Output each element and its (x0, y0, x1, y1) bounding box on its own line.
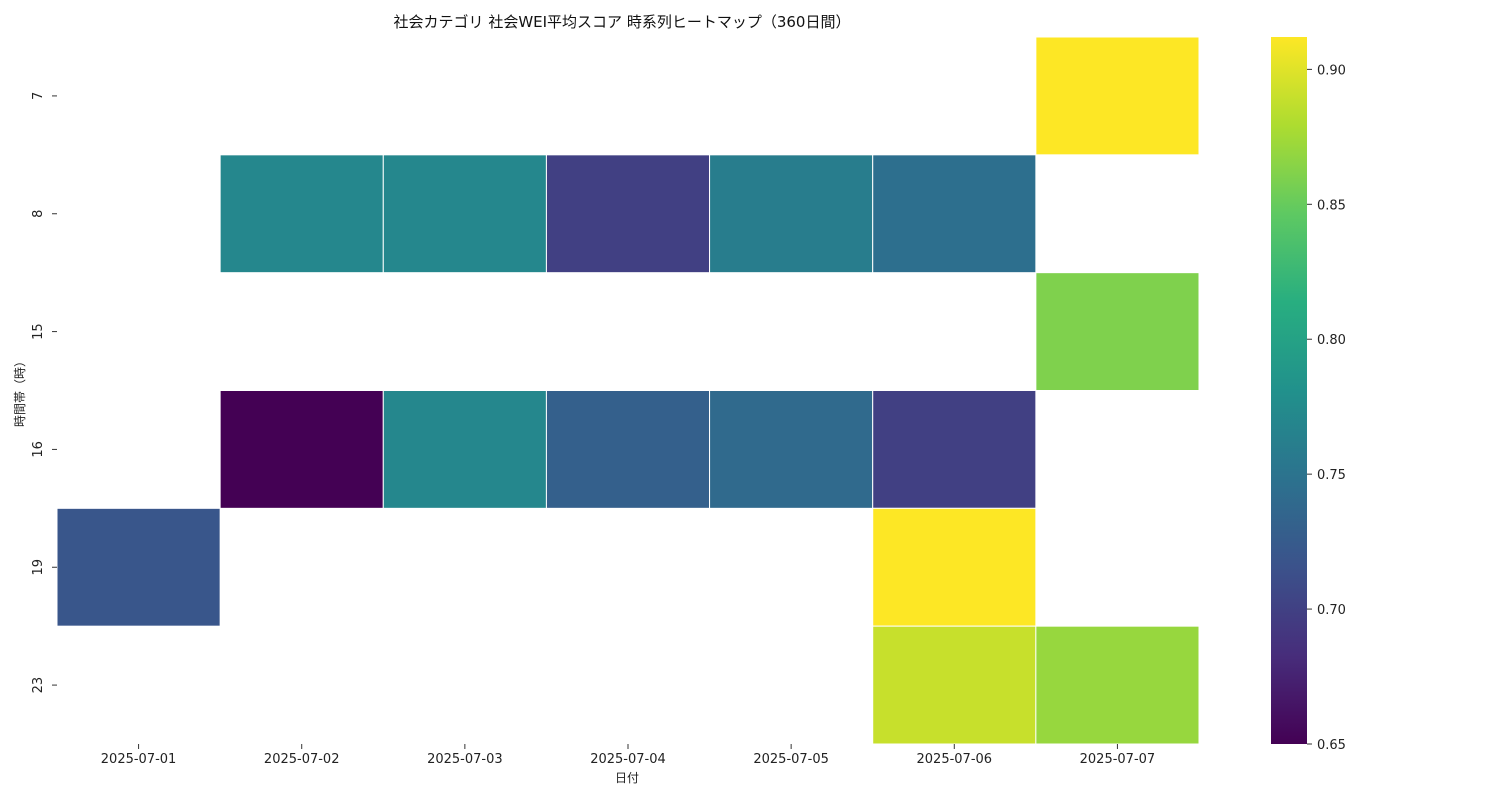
colorbar-ticks: 0.65 0.70 0.75 0.80 0.85 0.90 (1307, 63, 1346, 753)
heatmap-cell (872, 390, 1037, 509)
heatmap-cell (382, 390, 547, 509)
x-tick-label: 2025-07-04 (590, 752, 666, 767)
heatmap-cell (382, 154, 547, 274)
heatmap-cell (872, 625, 1037, 745)
heatmap-cell (1035, 625, 1200, 745)
x-axis: 2025-07-01 2025-07-02 2025-07-03 2025-07-04… (101, 744, 1155, 767)
y-tick-label: 23 (31, 677, 46, 694)
x-axis-label: 日付 (615, 771, 639, 785)
y-tick-label: 16 (31, 441, 46, 458)
chart-title: 社会カテゴリ 社会WEI平均スコア 時系列ヒートマップ（360日間） (394, 13, 851, 31)
colorbar-tick-label: 0.90 (1317, 63, 1346, 78)
x-tick-label: 2025-07-02 (264, 752, 340, 767)
heatmap-cell (709, 154, 874, 274)
heatmap-cell (545, 154, 711, 274)
colorbar-tick-label: 0.80 (1317, 333, 1346, 348)
x-tick-label: 2025-07-05 (753, 752, 829, 767)
x-tick-label: 2025-07-01 (101, 752, 177, 767)
x-tick-label: 2025-07-03 (427, 752, 503, 767)
colorbar-tick-label: 0.75 (1317, 468, 1346, 483)
colorbar-tick-label: 0.85 (1317, 198, 1346, 213)
x-tick-label: 2025-07-06 (917, 752, 993, 767)
heatmap-cell (219, 390, 384, 509)
colorbar-tick-label: 0.65 (1317, 738, 1346, 753)
y-axis-label: 時間帯（時） (13, 355, 27, 427)
heatmap-cell (872, 507, 1037, 627)
y-tick-label: 19 (31, 559, 46, 576)
y-tick-label: 7 (31, 92, 46, 100)
colorbar (1271, 37, 1307, 744)
heatmap-cell (56, 507, 221, 627)
y-tick-label: 15 (31, 323, 46, 340)
colorbar-tick-label: 0.70 (1317, 603, 1346, 618)
x-tick-label: 2025-07-07 (1080, 752, 1156, 767)
heatmap-cell (709, 390, 874, 509)
heatmap-cell (1035, 272, 1200, 391)
heatmap-cell (545, 390, 711, 509)
heatmap-cell (1035, 36, 1200, 156)
y-axis: 7 8 15 16 19 23 (31, 92, 57, 694)
heatmap-cell (219, 154, 384, 274)
heatmap-cell (872, 154, 1037, 274)
heatmap-cells (56, 36, 1200, 745)
y-tick-label: 8 (31, 210, 46, 218)
